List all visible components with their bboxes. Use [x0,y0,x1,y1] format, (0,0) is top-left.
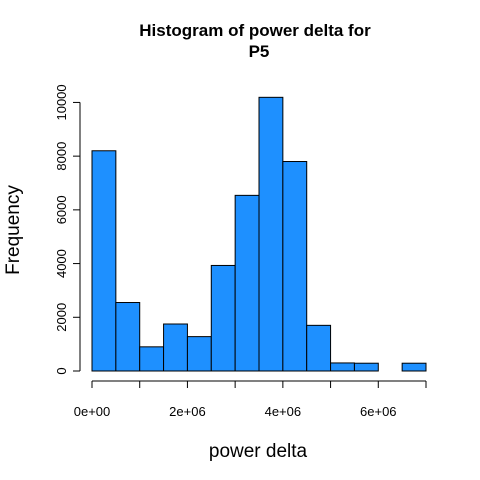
histogram-bar [139,346,165,372]
histogram-bar [234,194,260,372]
y-tick-label: 10000 [54,84,69,120]
y-axis-label: Frequency [3,185,24,275]
y-tick-label: 6000 [54,195,69,224]
y-tick-label: 0 [54,367,69,374]
x-tick-label: 6e+06 [360,404,397,419]
chart-title-line-2: P5 [249,42,270,61]
histogram-bar [353,362,379,372]
histogram-bar [282,161,308,372]
x-tick-label: 0e+00 [74,404,111,419]
bars-group [91,96,427,372]
x-axis-label: power delta [209,441,308,462]
histogram-bar [91,150,117,372]
y-axis: 0 2000 4000 6000 8000 10000 [54,84,81,375]
histogram-bar [210,264,236,372]
y-tick-label: 8000 [54,142,69,171]
histogram-bar [186,336,212,372]
histogram-bar [258,96,284,372]
histogram-bar [306,324,332,372]
x-tick-label: 2e+06 [169,404,206,419]
x-axis: 0e+00 2e+06 4e+06 6e+06 [74,380,427,419]
histogram-bar [330,362,355,372]
x-tick-label: 4e+06 [265,404,302,419]
chart-title-line-1: Histogram of power delta for [139,21,371,40]
histogram-bar [401,362,427,372]
y-tick-label: 2000 [54,303,69,332]
y-tick-label: 4000 [54,249,69,278]
histogram-bar [115,302,141,372]
histogram-bar [163,323,188,372]
